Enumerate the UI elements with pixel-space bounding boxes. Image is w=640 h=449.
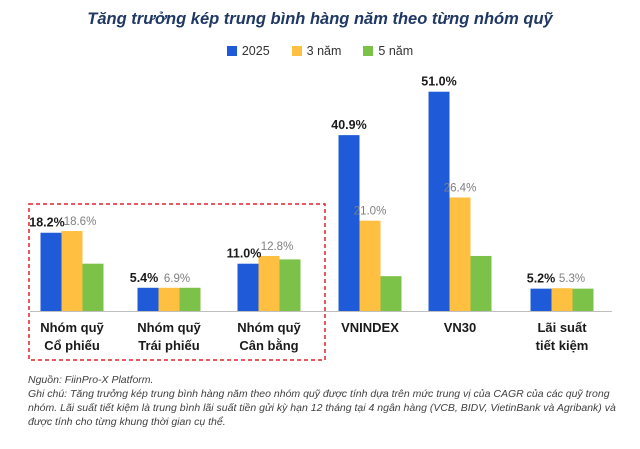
category-label: Nhóm quỹ <box>237 320 301 335</box>
data-label: 18.6% <box>64 216 97 228</box>
data-label: 18.2% <box>29 216 64 230</box>
bar-3-1 <box>359 220 381 311</box>
data-label: 51.0% <box>421 75 456 89</box>
category-label: tiết kiệm <box>536 338 589 353</box>
legend-label-3-nam: 3 năm <box>306 44 342 58</box>
bar-4-0 <box>428 91 450 311</box>
legend-item-2025: 2025 <box>226 44 270 58</box>
legend-swatch-3-nam <box>291 46 302 56</box>
data-label: 21.0% <box>354 206 387 218</box>
data-label: 5.2% <box>527 272 556 286</box>
bar-1-0 <box>137 287 159 311</box>
bar-3-2 <box>380 276 402 311</box>
legend-item-5-nam: 5 năm <box>363 44 413 58</box>
category-label: VN30 <box>444 320 477 335</box>
category-label: Nhóm quỹ <box>137 320 201 335</box>
bar-4-1 <box>449 197 471 311</box>
legend-swatch-2025 <box>226 46 237 56</box>
legend: 2025 3 năm 5 năm <box>0 44 640 58</box>
category-label: Cổ phiếu <box>44 338 100 353</box>
bar-0-1 <box>61 231 83 311</box>
category-label: Nhóm quỹ <box>40 320 104 335</box>
bar-2-2 <box>279 259 301 311</box>
bar-2-0 <box>237 263 259 311</box>
highlight-box <box>28 203 326 361</box>
category-label: Trái phiếu <box>138 338 199 353</box>
data-label: 40.9% <box>331 118 366 132</box>
legend-label-2025: 2025 <box>241 44 270 58</box>
bar-1-1 <box>158 287 180 311</box>
footnote-source: Nguồn: FiinPro-X Platform. <box>28 374 154 386</box>
chart-title: Tăng trưởng kép trung bình hàng năm theo… <box>87 10 553 28</box>
bar-5-2 <box>572 288 594 311</box>
footnote: Nguồn: FiinPro-X Platform. Ghi chú: Tăng… <box>28 373 628 429</box>
category-label: VNINDEX <box>341 320 399 335</box>
data-label: 12.8% <box>261 241 294 253</box>
bar-4-2 <box>470 255 492 311</box>
legend-item-3-nam: 3 năm <box>291 44 342 58</box>
footnote-note: Ghi chú: Tăng trưởng kép trung bình hàng… <box>28 388 616 428</box>
data-label: 6.9% <box>164 273 190 285</box>
data-label: 5.3% <box>559 273 585 285</box>
bar-2-1 <box>258 255 280 311</box>
bar-5-1 <box>551 288 573 311</box>
legend-swatch-5-nam <box>363 46 374 56</box>
data-label: 26.4% <box>444 182 477 194</box>
data-label: 11.0% <box>227 247 262 261</box>
bar-5-0 <box>530 288 552 311</box>
legend-label-5-nam: 5 năm <box>378 44 414 58</box>
bar-0-0 <box>40 232 62 311</box>
bar-3-0 <box>338 135 360 311</box>
data-label: 5.4% <box>130 271 159 285</box>
category-label: Lãi suất <box>537 320 587 335</box>
bar-1-2 <box>179 287 201 311</box>
category-label: Cân bằng <box>239 338 298 353</box>
bar-0-2 <box>82 263 104 311</box>
